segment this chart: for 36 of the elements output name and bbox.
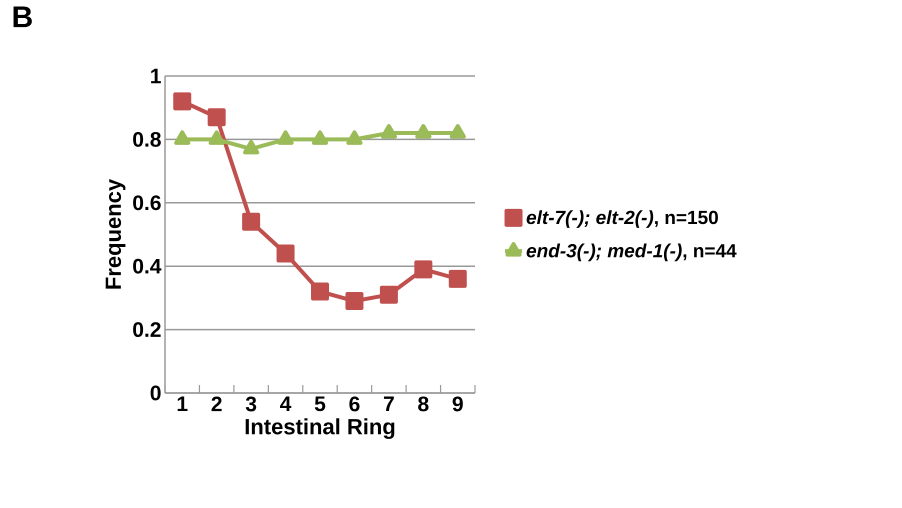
y-axis-title: Frequency: [106, 178, 126, 289]
x-tick-label: 1: [178, 396, 188, 411]
point: [380, 286, 398, 304]
x-tick-label: 7: [384, 396, 394, 411]
x-tick-label: 6: [349, 396, 360, 412]
point: [278, 130, 294, 145]
y-tick-label: 0: [150, 386, 161, 400]
y-tick-label: 0.4: [133, 258, 162, 274]
point: [345, 292, 364, 310]
y-tick-label: 0.6: [133, 195, 161, 210]
point: [448, 270, 467, 288]
x-tick-label: 2: [212, 396, 222, 412]
x-tick-label: 8: [418, 396, 429, 412]
y-tick-label: 1: [151, 68, 161, 84]
point: [380, 124, 397, 139]
point: [346, 130, 363, 145]
point: [414, 260, 432, 278]
x-axis-title: Intestinal Ring: [246, 418, 394, 439]
x-tick-label: 4: [280, 396, 292, 411]
point: [243, 140, 260, 154]
point: [174, 130, 190, 145]
text: B: [14, 6, 32, 28]
y-tick-label: 0.2: [133, 322, 161, 338]
x-tick-label: 9: [452, 396, 463, 412]
y-tick-label: 0.8: [133, 132, 161, 147]
point: [312, 130, 328, 145]
point: [276, 244, 295, 263]
point: [311, 282, 329, 301]
point: [415, 124, 432, 139]
x-tick-label: 5: [314, 396, 326, 412]
point: [208, 130, 225, 145]
point: [450, 124, 466, 139]
point: [242, 212, 260, 231]
x-tick-label: 3: [246, 396, 256, 412]
legend-label: elt-7(-); elt-2(-), n=150: [526, 210, 718, 228]
legend-label: end-3(-); med-1(-), n=44: [526, 243, 737, 262]
